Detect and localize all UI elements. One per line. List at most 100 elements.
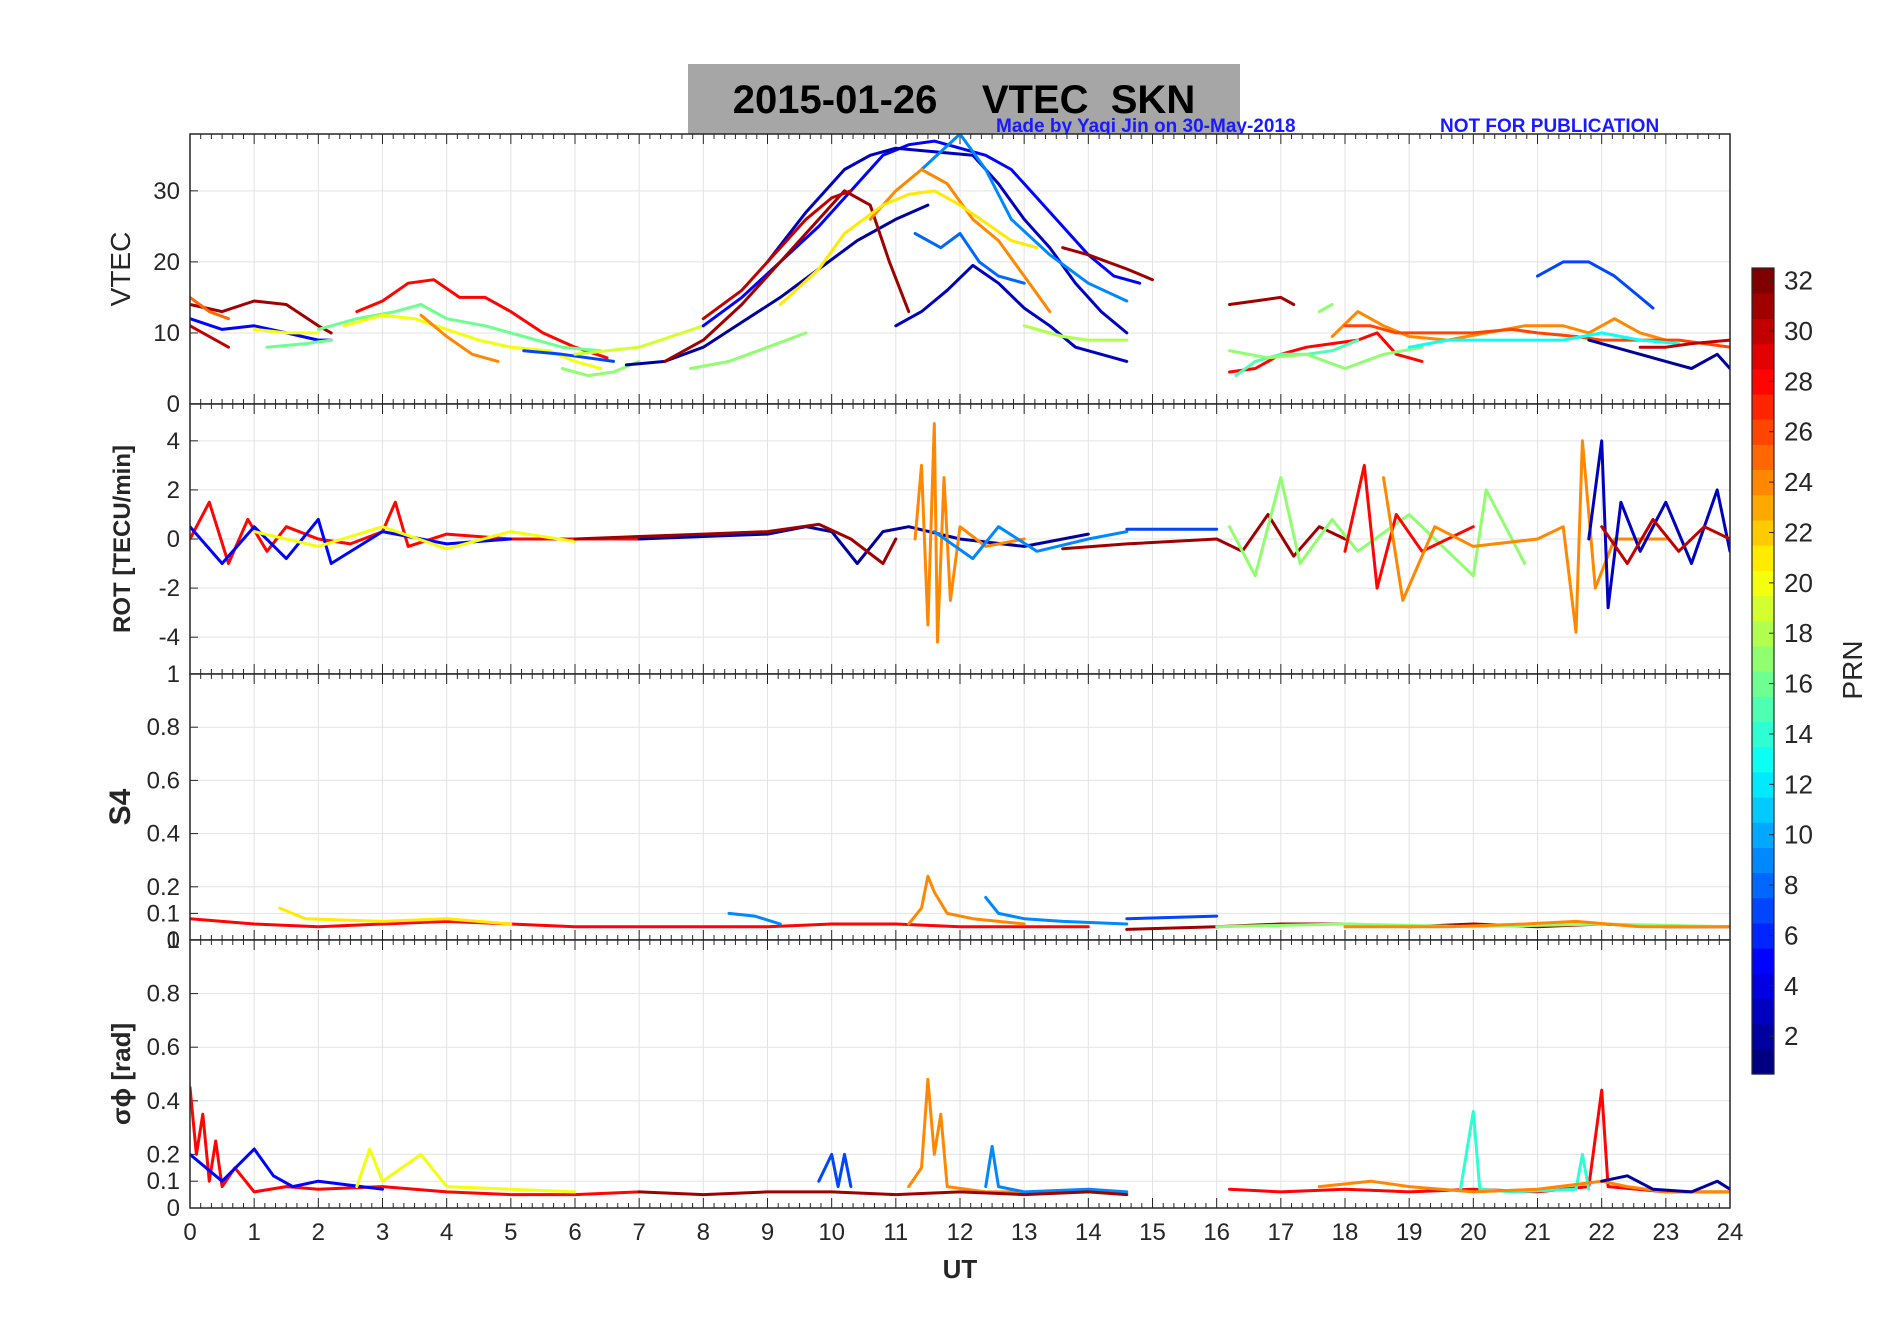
series-prn-20 <box>355 1147 577 1194</box>
not-for-publication-note: NOT FOR PUBLICATION <box>1440 116 1660 137</box>
colorbar-swatch <box>1752 998 1774 1025</box>
colorbar-swatch <box>1752 796 1774 823</box>
y-tick-label: 0 <box>167 526 180 553</box>
x-tick-label: 7 <box>632 1219 645 1246</box>
y-tick-label: 0 <box>167 391 180 418</box>
x-tick-label: 2 <box>312 1219 325 1246</box>
series-prn-31 <box>663 189 911 363</box>
series-prn-31 <box>1228 295 1296 306</box>
series-prn-3 <box>1587 439 1730 610</box>
x-tick-label: 3 <box>376 1219 389 1246</box>
series-prn-24 <box>868 168 1052 314</box>
colorbar-swatch <box>1752 268 1774 294</box>
series-prn-28 <box>1228 331 1424 374</box>
series-prn-7 <box>1536 260 1655 310</box>
x-axis-label: UT <box>943 1254 978 1284</box>
series-prn-16 <box>316 303 603 353</box>
y-axis-label-s4: S4 <box>104 788 137 825</box>
colorbar-swatch <box>1752 645 1774 672</box>
series-prn-24 <box>419 313 500 363</box>
colorbar-swatch <box>1752 721 1774 748</box>
series-prn-28 <box>190 1085 641 1197</box>
y-axis-label-vtec: VTEC <box>105 232 136 307</box>
series-prn-7 <box>817 1152 853 1189</box>
panel-vtec: 0 10 20 30 VTEC <box>105 133 1731 418</box>
colorbar-swatch <box>1752 771 1774 798</box>
series-prn-3 <box>894 263 1129 363</box>
series-prn-20 <box>252 525 577 551</box>
colorbar-tick-label: 2 <box>1784 1021 1798 1051</box>
series-prn-31 <box>1061 246 1154 282</box>
series-prn-28 <box>190 917 1090 929</box>
colorbar-swatch <box>1752 419 1774 445</box>
colorbar-swatch <box>1752 671 1774 697</box>
colorbar-tick-label: 32 <box>1784 266 1813 296</box>
colorbar-swatch <box>1752 494 1774 521</box>
series-prn-24 <box>1382 439 1668 634</box>
made-by-note: Made by Yaqi Jin on 30-May-2018 <box>996 116 1296 137</box>
colorbar-tick-label: 16 <box>1784 669 1813 699</box>
series-prn-31 <box>1061 513 1347 558</box>
series-prn-24 <box>913 422 1026 644</box>
series-prn-9 <box>727 911 782 926</box>
colorbar-swatch <box>1752 343 1774 370</box>
series-prn-17 <box>1228 345 1424 370</box>
series-group-s4 <box>190 874 1730 931</box>
series-prn-20 <box>342 313 603 370</box>
colorbar-swatch <box>1752 948 1774 974</box>
colorbar-swatch <box>1752 922 1774 949</box>
x-tick-label: 22 <box>1588 1219 1615 1246</box>
series-prn-2 <box>1600 1174 1730 1194</box>
x-tick-label: 11 <box>883 1219 908 1246</box>
colorbar-swatch <box>1752 1048 1774 1075</box>
series-prn-9 <box>920 134 1129 303</box>
series-prn-9 <box>932 525 1129 561</box>
x-tick-label: 14 <box>1075 1219 1102 1246</box>
colorbar-tick-label: 18 <box>1784 618 1813 648</box>
y-tick-label: -4 <box>159 624 180 651</box>
colorbar-swatch <box>1752 444 1774 471</box>
series-prn-8 <box>913 232 1026 285</box>
series-prn-2 <box>624 203 930 367</box>
colorbar-swatch <box>1752 368 1774 395</box>
series-prn-16 <box>265 338 333 349</box>
series-prn-17 <box>689 331 808 370</box>
colorbar-swatch <box>1752 595 1774 622</box>
y-tick-label: -2 <box>159 575 180 602</box>
series-prn-30 <box>1600 517 1730 565</box>
series-group-sigma_phi <box>190 1077 1730 1197</box>
series-prn-5 <box>190 1147 384 1191</box>
y-axis-label-rot: ROT [TECU/min] <box>109 445 136 633</box>
series-prn-30 <box>1638 338 1730 349</box>
colorbar-tick-label: 28 <box>1784 366 1813 396</box>
axes-frame-sigma_phi <box>189 939 1731 1209</box>
y-tick-label: 0.8 <box>147 981 180 1008</box>
y-tick-label: 0.2 <box>147 1141 180 1168</box>
x-tick-label: 8 <box>697 1219 710 1246</box>
series-prn-24 <box>907 1077 1026 1194</box>
series-prn-9 <box>984 895 1129 926</box>
series-prn-17 <box>1317 303 1334 314</box>
x-tick-label: 13 <box>1011 1219 1038 1246</box>
y-tick-label: 0 <box>167 1195 180 1222</box>
x-tick-label: 18 <box>1332 1219 1359 1246</box>
y-tick-label: 4 <box>167 428 180 455</box>
series-prn-30 <box>701 189 853 321</box>
x-tick-label: 20 <box>1460 1219 1487 1246</box>
series-group-rot <box>190 422 1730 644</box>
colorbar-swatch <box>1752 519 1774 546</box>
series-prn-20 <box>252 327 320 335</box>
colorbar-tick-label: 30 <box>1784 316 1813 346</box>
series-prn-31 <box>190 299 333 335</box>
panel-rot: -4 -2 0 2 4 ROT [TECU/min] <box>109 403 1731 675</box>
series-group-vtec <box>190 134 1730 378</box>
x-tick-label: 9 <box>761 1219 774 1246</box>
x-tick-label: 24 <box>1717 1219 1744 1246</box>
y-tick-label: 0.2 <box>147 874 180 901</box>
x-tick-label: 12 <box>947 1219 974 1246</box>
colorbar-frame <box>1751 267 1775 1075</box>
colorbar-tick-label: 6 <box>1784 920 1798 950</box>
colorbar-swatch <box>1752 393 1774 420</box>
y-tick-label: 0.1 <box>147 1168 180 1195</box>
